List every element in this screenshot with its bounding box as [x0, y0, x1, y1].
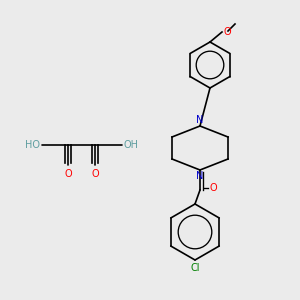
Text: HO: HO: [25, 140, 40, 150]
Text: OH: OH: [124, 140, 139, 150]
Text: N: N: [196, 171, 204, 181]
Text: O: O: [64, 169, 72, 179]
Text: N: N: [196, 115, 204, 125]
Text: O: O: [91, 169, 99, 179]
Text: Cl: Cl: [190, 263, 200, 273]
Text: O: O: [209, 183, 217, 193]
Text: O: O: [223, 27, 231, 37]
